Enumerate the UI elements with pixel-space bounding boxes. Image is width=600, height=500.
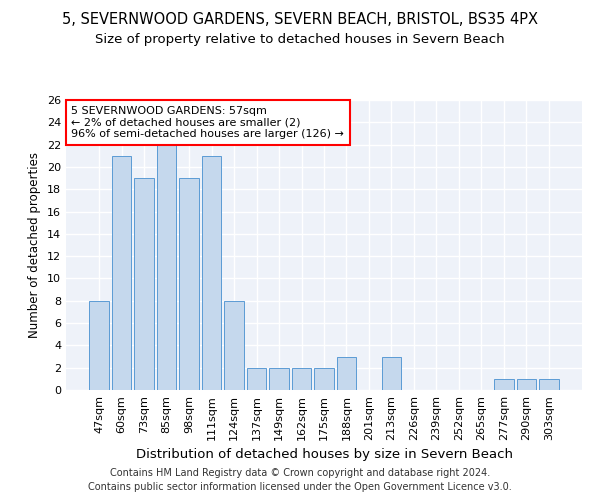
Bar <box>539 379 559 390</box>
Bar <box>247 368 266 390</box>
Bar <box>157 144 176 390</box>
Bar <box>224 301 244 390</box>
Bar <box>517 379 536 390</box>
Text: 5, SEVERNWOOD GARDENS, SEVERN BEACH, BRISTOL, BS35 4PX: 5, SEVERNWOOD GARDENS, SEVERN BEACH, BRI… <box>62 12 538 28</box>
Text: Contains public sector information licensed under the Open Government Licence v3: Contains public sector information licen… <box>88 482 512 492</box>
Bar <box>179 178 199 390</box>
Bar <box>134 178 154 390</box>
Bar <box>314 368 334 390</box>
Bar <box>269 368 289 390</box>
Bar <box>382 356 401 390</box>
Bar <box>112 156 131 390</box>
X-axis label: Distribution of detached houses by size in Severn Beach: Distribution of detached houses by size … <box>136 448 512 462</box>
Bar <box>292 368 311 390</box>
Text: Contains HM Land Registry data © Crown copyright and database right 2024.: Contains HM Land Registry data © Crown c… <box>110 468 490 477</box>
Y-axis label: Number of detached properties: Number of detached properties <box>28 152 41 338</box>
Bar <box>494 379 514 390</box>
Bar <box>337 356 356 390</box>
Text: Size of property relative to detached houses in Severn Beach: Size of property relative to detached ho… <box>95 32 505 46</box>
Text: 5 SEVERNWOOD GARDENS: 57sqm
← 2% of detached houses are smaller (2)
96% of semi-: 5 SEVERNWOOD GARDENS: 57sqm ← 2% of deta… <box>71 106 344 139</box>
Bar <box>202 156 221 390</box>
Bar <box>89 301 109 390</box>
